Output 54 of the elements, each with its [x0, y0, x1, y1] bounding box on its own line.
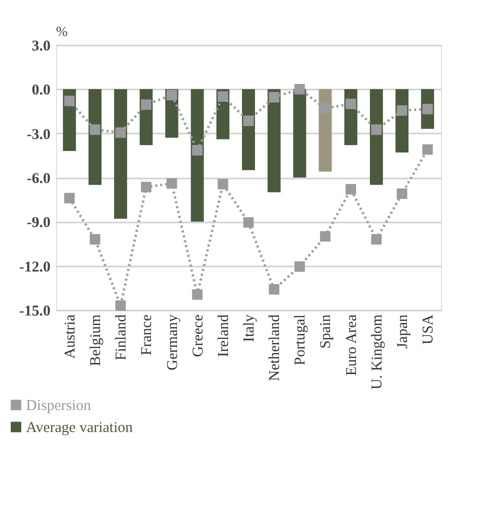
y-axis-title: % — [56, 25, 68, 40]
point — [192, 145, 203, 156]
x-tick-label: Portugal — [292, 314, 309, 366]
point — [243, 217, 254, 228]
x-tick-label: Finland — [114, 314, 130, 360]
point — [166, 90, 177, 100]
y-tick-label: -15.0 — [19, 304, 50, 320]
point — [218, 91, 228, 102]
point — [140, 182, 152, 192]
y-tick-label: 0.0 — [32, 82, 50, 99]
x-tick-label: Italy — [242, 314, 258, 342]
y-tick-label: -9.0 — [26, 215, 50, 232]
x-tick-label: Ireland — [216, 314, 232, 357]
point — [320, 103, 330, 114]
point — [268, 92, 280, 103]
point — [346, 184, 356, 195]
point — [90, 234, 100, 245]
point — [268, 284, 280, 295]
legend-label: Average variation — [26, 420, 134, 436]
point — [90, 124, 100, 135]
x-tick-label: Greece — [190, 314, 206, 357]
x-tick-label: Netherland — [267, 314, 284, 382]
x-tick-label: Austria — [62, 314, 78, 359]
point — [166, 178, 177, 189]
point — [346, 98, 356, 110]
point — [115, 300, 126, 311]
point — [115, 127, 126, 138]
point — [64, 96, 75, 106]
point — [140, 99, 152, 110]
x-tick-label: Spain — [318, 314, 334, 349]
point — [422, 144, 433, 155]
point — [64, 192, 75, 204]
x-tick-label: Japan — [394, 314, 411, 349]
point — [294, 84, 305, 94]
point — [371, 124, 382, 135]
point — [218, 178, 228, 190]
point — [294, 261, 305, 272]
legend-label: Dispersion — [26, 398, 92, 414]
x-tick-label: Belgium — [88, 314, 104, 366]
x-tick-label: Euro Area — [344, 314, 360, 376]
x-tick-label: Germany — [164, 314, 181, 370]
point — [396, 188, 408, 199]
point — [320, 231, 330, 242]
y-tick-label: 3.0 — [32, 38, 50, 54]
x-tick-label: USA — [420, 314, 437, 345]
y-tick-label: -3.0 — [26, 126, 50, 143]
x-tick-label: France — [139, 314, 156, 356]
point — [371, 234, 382, 245]
point — [243, 116, 254, 126]
y-tick-label: -6.0 — [26, 171, 50, 187]
point — [192, 289, 203, 300]
y-tick-label: -12.0 — [19, 259, 50, 276]
point — [396, 105, 408, 116]
x-tick-label: U. Kingdom — [369, 314, 386, 390]
